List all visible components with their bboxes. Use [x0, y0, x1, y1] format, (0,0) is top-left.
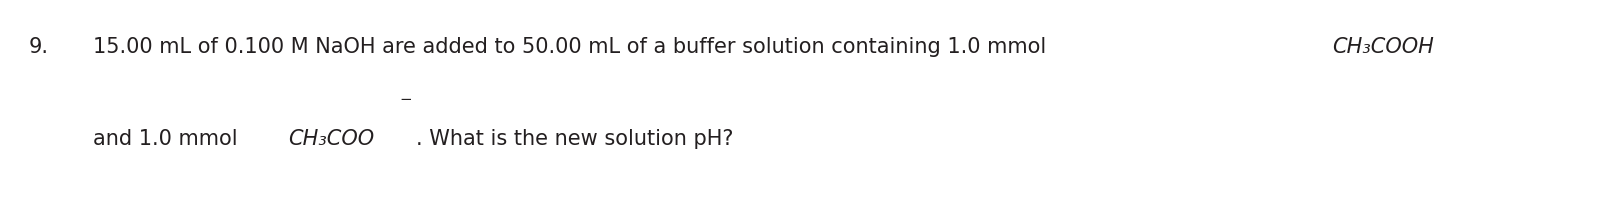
Text: CH₃COOH: CH₃COOH	[1331, 37, 1435, 57]
Text: −: −	[399, 92, 412, 106]
Text: CH₃COO: CH₃COO	[288, 129, 375, 149]
Text: 9.: 9.	[29, 37, 48, 57]
Text: and 1.0 mmol: and 1.0 mmol	[93, 129, 245, 149]
Text: 15.00 mL of 0.100 M NaOH are added to 50.00 mL of a buffer solution containing 1: 15.00 mL of 0.100 M NaOH are added to 50…	[93, 37, 1053, 57]
Text: . What is the new solution pH?: . What is the new solution pH?	[415, 129, 734, 149]
